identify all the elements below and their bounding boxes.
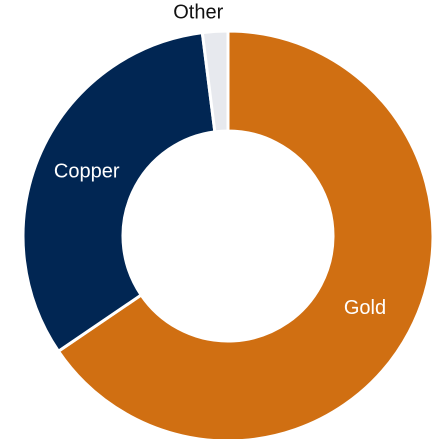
- slice-label-gold: Gold: [344, 297, 386, 319]
- slice-gold: [56, 29, 435, 439]
- slice-copper: [21, 31, 217, 353]
- slice-label-copper: Copper: [54, 160, 120, 182]
- slices-group: [21, 29, 435, 439]
- labels-group: Gold Copper Other: [54, 2, 386, 319]
- slice-other: [200, 29, 230, 134]
- slice-label-other: Other: [173, 2, 223, 24]
